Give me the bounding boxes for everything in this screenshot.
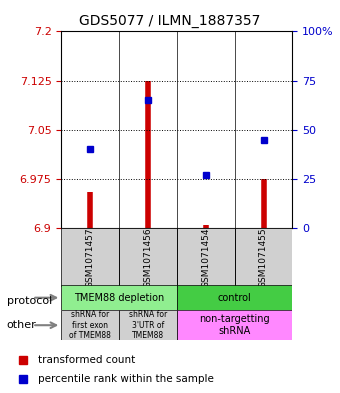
Text: non-targetting
shRNA: non-targetting shRNA [199,314,270,336]
Text: GSM1071454: GSM1071454 [201,227,210,288]
FancyBboxPatch shape [61,228,119,287]
Text: control: control [218,293,252,303]
Text: GDS5077 / ILMN_1887357: GDS5077 / ILMN_1887357 [79,14,261,28]
Text: shRNA for
first exon
of TMEM88: shRNA for first exon of TMEM88 [69,310,111,340]
FancyBboxPatch shape [61,310,119,340]
Text: GSM1071456: GSM1071456 [143,227,152,288]
FancyBboxPatch shape [177,285,292,310]
Text: transformed count: transformed count [38,354,136,365]
FancyBboxPatch shape [235,228,292,287]
Text: protocol: protocol [7,296,52,306]
Text: shRNA for
3'UTR of
TMEM88: shRNA for 3'UTR of TMEM88 [129,310,167,340]
FancyBboxPatch shape [177,310,292,340]
FancyBboxPatch shape [177,228,235,287]
Text: TMEM88 depletion: TMEM88 depletion [74,293,164,303]
Text: percentile rank within the sample: percentile rank within the sample [38,374,214,384]
FancyBboxPatch shape [119,228,177,287]
FancyBboxPatch shape [119,310,177,340]
Text: GSM1071457: GSM1071457 [86,227,95,288]
Text: GSM1071455: GSM1071455 [259,227,268,288]
FancyBboxPatch shape [61,285,177,310]
Text: other: other [7,320,36,331]
